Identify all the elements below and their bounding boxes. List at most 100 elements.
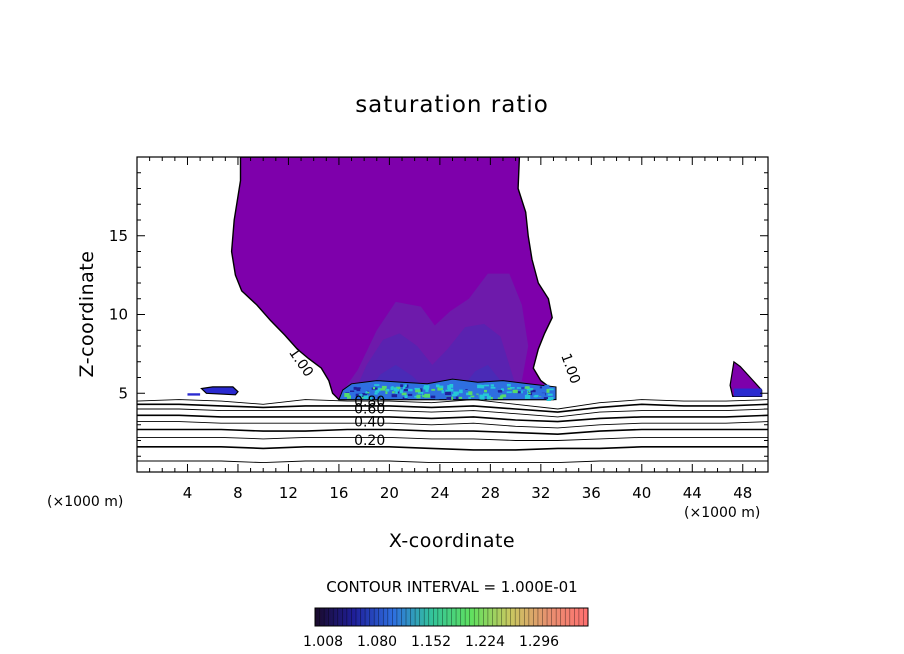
x-tick-label: 4 xyxy=(183,484,193,502)
speckle-cell xyxy=(520,385,526,388)
speckle-cell xyxy=(546,388,550,393)
speckle-cell xyxy=(429,393,434,396)
speckle-cell xyxy=(395,390,398,394)
speckle-cell xyxy=(404,384,407,387)
speckle-cell xyxy=(369,397,372,400)
speckle-cell xyxy=(447,388,454,392)
y-tick-labels: 5 10 15 xyxy=(109,227,128,403)
speckle-cell xyxy=(539,386,543,389)
speckle-cell xyxy=(506,391,512,394)
speckle-cell xyxy=(402,386,406,390)
speckle-cell xyxy=(400,384,403,387)
speckle-cell xyxy=(362,393,367,397)
x-tick-label: 48 xyxy=(733,484,752,502)
speckle-cell xyxy=(490,397,493,400)
contour-label: 0.40 xyxy=(354,414,385,430)
speckle-cell xyxy=(509,387,515,389)
speckle-cell xyxy=(522,390,528,395)
speckle-cell xyxy=(519,387,526,389)
x-unit-right: (×1000 m) xyxy=(684,505,760,521)
x-tick-label: 24 xyxy=(430,484,449,502)
speckle-cell xyxy=(544,384,550,388)
speckle-cell xyxy=(356,387,361,392)
speckle-cell xyxy=(525,391,529,396)
speckle-cell xyxy=(466,392,469,396)
speckle-cell xyxy=(464,386,471,389)
contour-lines xyxy=(137,399,768,464)
speckle-cell xyxy=(470,395,475,398)
speckle-cell xyxy=(526,388,533,391)
speckle-cell xyxy=(497,390,503,393)
speckle-cell xyxy=(404,395,408,399)
speckle-cell xyxy=(391,394,398,398)
speckle-cell xyxy=(549,388,554,391)
speckle-cell xyxy=(424,393,430,398)
speckle-cell xyxy=(353,386,357,390)
y-tick-label: 15 xyxy=(109,227,128,245)
speckle-cell xyxy=(370,387,373,391)
speckle-cell xyxy=(364,386,369,391)
speckle-cell xyxy=(416,392,423,396)
colorbar-tick-label: 1.224 xyxy=(465,634,505,650)
speckle-cell xyxy=(372,387,375,390)
x-tick-labels: 4 8 12 16 20 24 28 32 36 40 44 48 xyxy=(183,484,753,502)
speckle-cell xyxy=(468,396,471,399)
x-axis-label: X-coordinate xyxy=(389,530,515,552)
speckle-cell xyxy=(441,390,444,394)
speckle-cell xyxy=(490,384,494,387)
speckle-cell xyxy=(547,393,553,396)
x-tick-label: 40 xyxy=(632,484,651,502)
speckle-cell xyxy=(431,388,436,391)
speckle-cell xyxy=(402,397,408,400)
colorbar-tick-labels: 1.008 1.080 1.152 1.224 1.296 xyxy=(303,634,559,650)
speckle-cell xyxy=(365,391,368,394)
speckle-cell xyxy=(347,395,351,399)
contour-interval-text: CONTOUR INTERVAL = 1.000E-01 xyxy=(326,578,577,596)
speckle-cell xyxy=(483,393,489,396)
speckle-cell xyxy=(358,394,363,396)
speckle-cell xyxy=(423,386,429,390)
speckle-cell xyxy=(445,391,451,395)
speckle-cell xyxy=(465,388,468,390)
speckle-cell xyxy=(363,395,369,400)
speckle-cell xyxy=(501,388,504,391)
x-tick-label: 20 xyxy=(380,484,399,502)
speckle-cell xyxy=(422,395,426,398)
speckle-cell xyxy=(405,384,409,388)
speckle-cell xyxy=(481,384,485,389)
speckle-cell xyxy=(447,385,451,389)
speckle-cell xyxy=(355,393,360,397)
y-axis-label: Z-coordinate xyxy=(76,251,98,378)
colorbar-tick-label: 1.080 xyxy=(357,634,397,650)
speckle-cell xyxy=(381,385,387,389)
speckle-cell xyxy=(480,396,485,400)
contour-line xyxy=(137,428,768,436)
speckle-cell xyxy=(414,395,417,398)
x-tick-label: 32 xyxy=(531,484,550,502)
contour-line xyxy=(137,408,768,418)
speckle-cell xyxy=(435,384,440,388)
contour-line xyxy=(137,445,768,451)
x-tick-label: 44 xyxy=(683,484,702,502)
speckle-cell xyxy=(507,387,512,390)
left-small-blob xyxy=(187,393,201,396)
speckle-cell xyxy=(350,390,355,392)
speckle-cell xyxy=(484,389,487,393)
speckle-cell xyxy=(380,388,386,391)
contour-fill-regions xyxy=(187,157,763,401)
left-blob-region xyxy=(200,386,239,396)
speckle-cell xyxy=(524,394,531,399)
speckle-cell xyxy=(396,386,401,390)
speckle-cell xyxy=(527,392,531,395)
speckle-cell xyxy=(360,389,366,392)
speckle-cell xyxy=(459,389,463,394)
speckle-cell xyxy=(455,396,459,400)
speckle-cell xyxy=(494,393,498,398)
right-blob-core xyxy=(733,388,762,397)
contour-label: 0.80 xyxy=(354,394,385,410)
speckle-cell xyxy=(530,389,536,393)
x-tick-label: 12 xyxy=(279,484,298,502)
speckle-cell xyxy=(374,390,379,393)
speckle-cell xyxy=(543,397,548,400)
speckle-cell xyxy=(550,397,554,400)
